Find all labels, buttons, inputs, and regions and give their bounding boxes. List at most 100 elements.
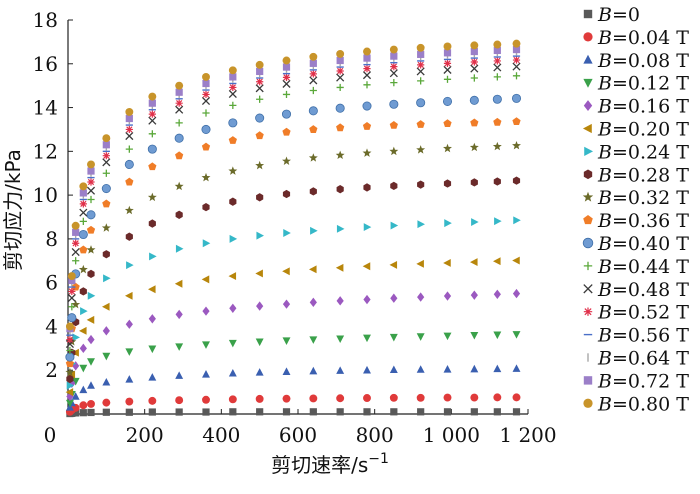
data-point [229, 303, 237, 313]
data-point [389, 120, 398, 129]
data-point [124, 159, 134, 170]
data-point [147, 144, 157, 154]
legend-marker [583, 398, 593, 408]
data-point [390, 293, 398, 303]
data-point [125, 114, 133, 123]
data-point [493, 57, 501, 65]
data-point [101, 223, 111, 232]
data-point [443, 119, 452, 128]
data-point [71, 377, 80, 386]
data-point [443, 179, 452, 188]
legend-label: B=0.04 T [597, 27, 689, 49]
data-point [87, 269, 95, 279]
data-point [309, 86, 317, 95]
data-point [148, 162, 157, 171]
data-point [256, 193, 264, 202]
data-point [65, 322, 74, 331]
data-point [102, 152, 110, 160]
legend-marker [584, 146, 594, 157]
data-point [87, 167, 95, 175]
data-point [79, 401, 88, 410]
series-1 [65, 393, 521, 416]
data-point [470, 64, 479, 73]
data-point [255, 113, 265, 123]
data-point [417, 408, 425, 416]
data-point [125, 291, 133, 300]
data-point [443, 59, 452, 67]
data-point [309, 125, 318, 133]
data-point [228, 136, 237, 144]
data-point [71, 221, 80, 230]
data-point [72, 228, 80, 236]
data-point [335, 150, 345, 160]
series-15 [69, 48, 518, 335]
data-point [470, 58, 478, 66]
data-point [443, 291, 452, 301]
data-point [65, 367, 75, 377]
data-point [175, 105, 184, 114]
x-tick-label: 200 [126, 423, 164, 447]
data-point [470, 364, 479, 373]
data-point [102, 377, 111, 386]
data-point [67, 293, 76, 303]
data-point [87, 334, 95, 345]
data-point [416, 98, 426, 108]
data-point [282, 267, 290, 276]
data-point [149, 252, 157, 261]
data-point [79, 182, 88, 191]
data-point [493, 331, 502, 340]
data-point [336, 123, 345, 132]
legend-marker [583, 284, 593, 294]
data-point [175, 309, 183, 320]
data-point [443, 332, 452, 341]
data-point [281, 109, 292, 119]
data-point [86, 186, 96, 195]
series-10 [65, 93, 522, 362]
data-point [493, 63, 502, 72]
data-point [512, 45, 521, 54]
data-point [102, 141, 110, 149]
legend-marker [583, 54, 593, 64]
legend-label: B=0.64 T [597, 348, 689, 370]
data-point [255, 84, 264, 93]
data-point [72, 333, 80, 342]
series-2 [65, 364, 521, 411]
data-point [79, 409, 87, 417]
x-axis-ticks: 0 200 400 600 800 1 000 1 200 [44, 409, 557, 447]
data-point [86, 210, 96, 220]
data-point [79, 326, 87, 335]
legend-label: B=0.80 T [597, 393, 689, 415]
legend-label: B=0.08 T [597, 50, 689, 72]
data-point [309, 408, 317, 416]
data-point [470, 47, 478, 56]
data-point [494, 217, 502, 226]
series-12 [65, 62, 521, 349]
data-point [79, 245, 88, 254]
data-point [416, 120, 425, 128]
data-points [65, 39, 522, 418]
data-point [470, 258, 478, 267]
data-point [282, 367, 291, 375]
data-point [493, 408, 501, 416]
data-point [512, 393, 521, 402]
data-point [71, 299, 81, 309]
data-point [102, 302, 110, 311]
data-point [443, 365, 452, 373]
data-point [255, 131, 264, 140]
data-point [417, 220, 425, 229]
data-point [175, 343, 184, 351]
data-point [512, 288, 521, 299]
data-point [309, 394, 318, 403]
data-point [65, 359, 75, 368]
series-13 [66, 56, 521, 344]
data-point [512, 140, 521, 150]
data-point [310, 226, 318, 235]
data-point [125, 319, 133, 329]
data-point [512, 72, 521, 80]
data-point [493, 40, 502, 49]
data-point [282, 79, 291, 88]
data-point [65, 352, 75, 362]
data-point [336, 366, 345, 374]
data-point [390, 79, 398, 87]
data-point [389, 99, 399, 109]
